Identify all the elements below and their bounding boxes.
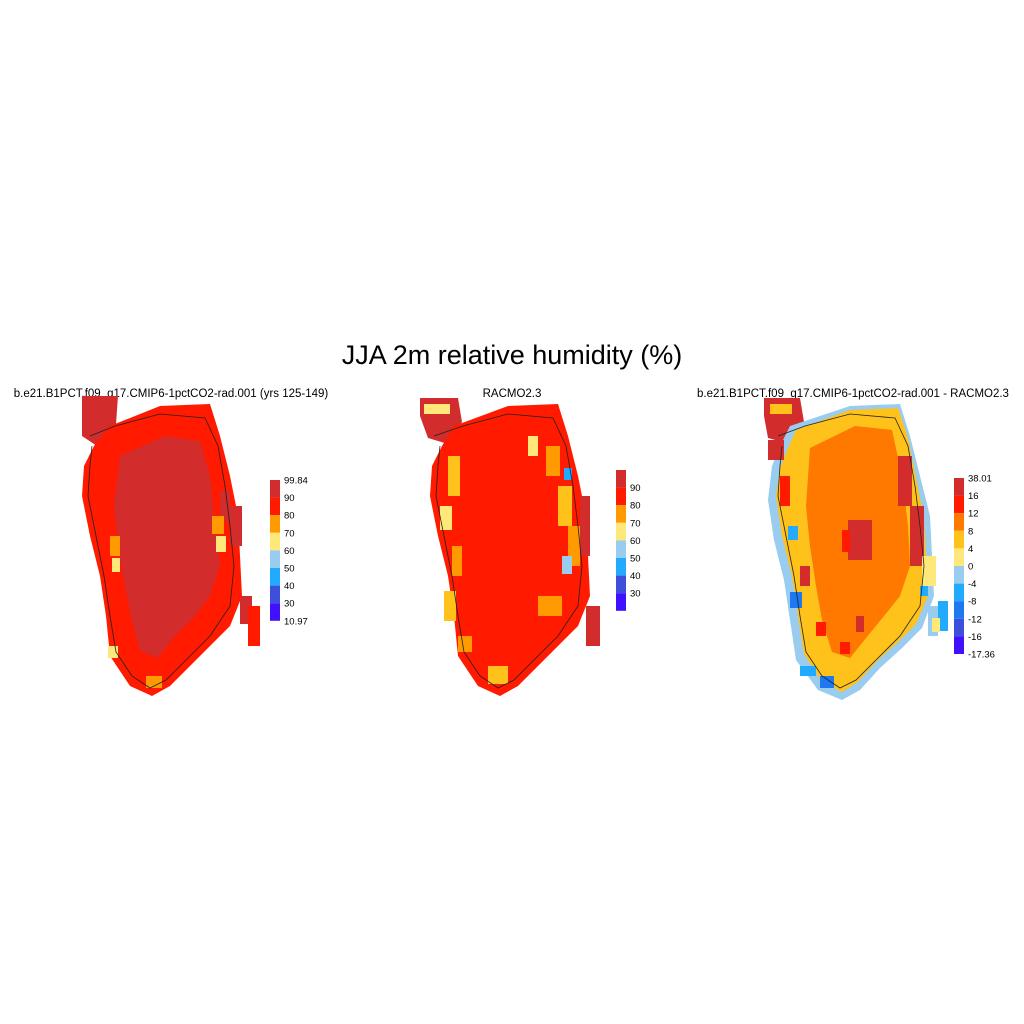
colorbar-tick-label: 70 (630, 518, 641, 529)
colorbar-tick-label: 16 (968, 491, 979, 502)
panel-2-map: 90 80 70 60 50 40 30 (420, 398, 641, 696)
colorbar-tick-label: 80 (284, 511, 295, 522)
colorbar-tick-label: 60 (630, 536, 641, 547)
colorbar-swatch (954, 601, 964, 619)
figure-title: JJA 2m relative humidity (%) (341, 340, 683, 370)
colorbar-swatch (616, 593, 626, 611)
colorbar-swatch (616, 487, 626, 506)
greenland-landmass (764, 398, 948, 700)
colorbar-swatch (954, 530, 964, 549)
colorbar-swatch (954, 478, 964, 496)
colorbar-tick-label: -12 (968, 614, 982, 625)
colorbar-tick-label: 0 (968, 562, 973, 573)
colorbar-tick-label: 70 (284, 528, 295, 539)
colorbar-swatch (954, 583, 964, 602)
panel-1-colorbar: 99.84 90 80 70 60 50 40 30 10.97 (270, 476, 308, 627)
colorbar-swatch (270, 515, 280, 533)
colorbar-swatch (954, 495, 964, 514)
panel-2-title: RACMO2.3 (482, 388, 542, 400)
coastline (87, 413, 235, 689)
colorbar-swatch (616, 575, 626, 594)
colorbar-tick-label: 90 (630, 483, 641, 494)
colorbar-swatch (270, 550, 280, 568)
colorbar-tick-label: -16 (968, 632, 982, 643)
colorbar-tick-label: 38.01 (968, 474, 992, 485)
colorbar-swatch (954, 548, 964, 566)
colorbar-tick-label: 40 (284, 581, 295, 592)
colorbar-tick-label: 12 (968, 509, 979, 520)
colorbar-tick-label: 60 (284, 546, 295, 557)
colorbar-swatch (616, 470, 626, 488)
colorbar-swatch (954, 566, 964, 584)
colorbar-tick-label: -8 (968, 597, 976, 608)
colorbar-swatch (270, 568, 280, 586)
colorbar-swatch (270, 480, 280, 498)
panel-3-map: 38.01 16 12 8 4 0 -4 -8 -12 -16 -17.36 (764, 398, 995, 700)
colorbar-tick-label: -17.36 (968, 650, 995, 661)
greenland-landmass (82, 396, 260, 696)
colorbar-tick-label: 10.97 (284, 616, 308, 627)
colorbar-swatch (270, 603, 280, 621)
colorbar-swatch (954, 636, 964, 654)
panel-3-colorbar: 38.01 16 12 8 4 0 -4 -8 -12 -16 -17.36 (954, 474, 995, 661)
colorbar-tick-label: 50 (284, 564, 295, 575)
colorbar-tick-label: 80 (630, 501, 641, 512)
colorbar-tick-label: 99.84 (284, 476, 308, 487)
panel-1-map: 99.84 90 80 70 60 50 40 30 10.97 (82, 396, 308, 696)
coastline (433, 413, 583, 689)
colorbar-swatch (616, 540, 626, 558)
colorbar-swatch (616, 558, 626, 576)
colorbar-tick-label: -4 (968, 579, 976, 590)
panel-3-title: b.e21.B1PCT.f09_g17.CMIP6-1pctCO2-rad.00… (697, 388, 1009, 400)
coastline (777, 413, 925, 689)
greenland-landmass (420, 398, 600, 696)
colorbar-tick-label: 90 (284, 493, 295, 504)
colorbar-tick-label: 4 (968, 544, 973, 555)
colorbar-tick-label: 40 (630, 571, 641, 582)
colorbar-tick-label: 30 (284, 599, 295, 610)
colorbar-swatch (270, 585, 280, 604)
colorbar-tick-label: 30 (630, 589, 641, 600)
colorbar-swatch (616, 522, 626, 541)
colorbar-tick-label: 50 (630, 554, 641, 565)
colorbar-swatch (270, 497, 280, 516)
colorbar-swatch (954, 618, 964, 637)
colorbar-swatch (616, 505, 626, 523)
panel-2-colorbar: 90 80 70 60 50 40 30 (616, 470, 641, 611)
colorbar-tick-label: 8 (968, 526, 973, 537)
colorbar-swatch (270, 532, 280, 551)
colorbar-swatch (954, 513, 964, 531)
